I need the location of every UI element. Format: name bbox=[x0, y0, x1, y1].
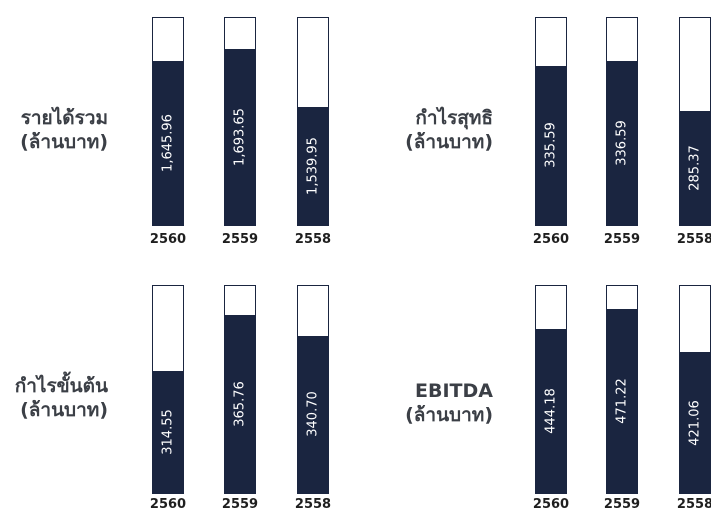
bar: 421.06 bbox=[680, 352, 710, 493]
bar-frame: 336.59 bbox=[606, 17, 638, 226]
bar: 285.37 bbox=[680, 111, 710, 225]
bar-frame: 335.59 bbox=[535, 17, 567, 226]
bar: 471.22 bbox=[607, 308, 637, 493]
x-tick-label: 2558 bbox=[676, 232, 711, 247]
x-tick-label: 2559 bbox=[221, 497, 259, 512]
bar-frame: 365.76 bbox=[224, 285, 256, 494]
bar-frame: 444.18 bbox=[535, 285, 567, 494]
x-tick-label: 2558 bbox=[676, 497, 711, 512]
x-tick-label: 2559 bbox=[603, 232, 641, 247]
bar-value-label: 444.18 bbox=[543, 388, 559, 434]
chart-unit: (ล้านบาท) bbox=[405, 131, 493, 153]
x-tick-label: 2560 bbox=[532, 232, 570, 247]
bar-frame: 340.70 bbox=[297, 285, 329, 494]
bar-frame: 1,645.96 bbox=[152, 17, 184, 226]
chart-title: EBITDA (ล้านบาท) bbox=[405, 379, 493, 427]
bar-value-label: 285.37 bbox=[687, 145, 703, 191]
chart-unit: (ล้านบาท) bbox=[20, 399, 108, 421]
bar: 314.55 bbox=[153, 370, 183, 493]
bar-value-label: 1,693.65 bbox=[232, 108, 248, 166]
x-tick-label: 2560 bbox=[149, 497, 187, 512]
bar-value-label: 340.70 bbox=[305, 391, 321, 438]
chart-title-main: กำไรขั้นต้น bbox=[14, 375, 108, 397]
bar-value-label: 314.55 bbox=[160, 409, 176, 455]
bar: 1,539.95 bbox=[298, 107, 328, 225]
bar-frame: 471.22 bbox=[606, 285, 638, 494]
x-tick-label: 2560 bbox=[149, 232, 187, 247]
chart-title: กำไรสุทธิ (ล้านบาท) bbox=[405, 106, 493, 154]
chart-title: กำไรขั้นต้น (ล้านบาท) bbox=[15, 374, 108, 422]
bar-frame: 314.55 bbox=[152, 285, 184, 494]
chart-title-main: EBITDA bbox=[415, 380, 493, 402]
bar: 336.59 bbox=[607, 61, 637, 225]
bar-value-label: 1,645.96 bbox=[160, 114, 176, 173]
x-tick-label: 2558 bbox=[294, 497, 332, 512]
bar: 340.70 bbox=[298, 335, 328, 493]
x-tick-label: 2559 bbox=[603, 497, 641, 512]
bar: 365.76 bbox=[225, 314, 255, 493]
bar: 1,693.65 bbox=[225, 49, 255, 225]
chart-unit: (ล้านบาท) bbox=[20, 131, 108, 153]
bar-value-label: 1,539.95 bbox=[305, 137, 321, 195]
bar-value-label: 336.59 bbox=[614, 120, 630, 166]
chart-title-main: รายได้รวม bbox=[20, 107, 108, 129]
bar-frame: 1,539.95 bbox=[297, 17, 329, 226]
chart-unit: (ล้านบาท) bbox=[405, 404, 493, 426]
bar: 1,645.96 bbox=[153, 61, 183, 225]
bar-frame: 285.37 bbox=[679, 17, 711, 226]
chart-title-main: กำไรสุทธิ bbox=[415, 107, 493, 129]
bar: 335.59 bbox=[536, 65, 566, 225]
bar-value-label: 365.76 bbox=[232, 381, 248, 427]
bar: 444.18 bbox=[536, 329, 566, 493]
chart-title: รายได้รวม (ล้านบาท) bbox=[20, 106, 108, 154]
bar-value-label: 471.22 bbox=[614, 378, 630, 424]
x-tick-label: 2559 bbox=[221, 232, 259, 247]
x-tick-label: 2560 bbox=[532, 497, 570, 512]
bar-frame: 421.06 bbox=[679, 285, 711, 494]
x-tick-label: 2558 bbox=[294, 232, 332, 247]
bar-value-label: 421.06 bbox=[687, 399, 703, 446]
bar-frame: 1,693.65 bbox=[224, 17, 256, 226]
bar-value-label: 335.59 bbox=[543, 122, 559, 169]
